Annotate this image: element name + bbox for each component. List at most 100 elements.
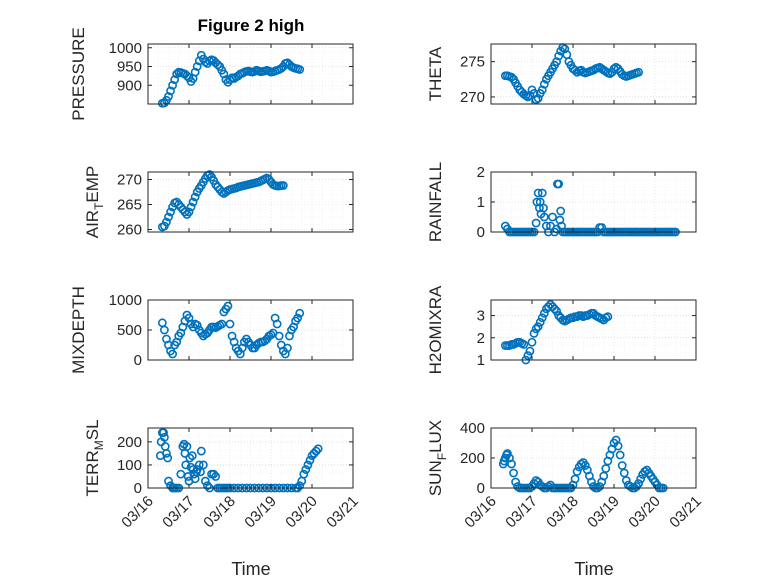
data-point: [525, 346, 535, 356]
data-point: [200, 476, 210, 486]
data-point: [634, 479, 643, 488]
y-tick-label: 270: [460, 89, 485, 106]
data-point: [160, 442, 170, 451]
y-tick-label: 950: [117, 59, 142, 76]
y-tick-label: 1000: [109, 40, 142, 57]
data-point: [162, 448, 171, 458]
data-point: [589, 482, 598, 491]
y-tick-label: 260: [117, 222, 142, 239]
axes-frame: [490, 299, 697, 361]
x-axis-label-left: Time: [231, 559, 270, 579]
data-point: [552, 57, 561, 67]
data-point: [162, 217, 171, 227]
data-point: [533, 188, 543, 198]
axes-frame: [147, 427, 354, 489]
data-point: [537, 313, 547, 323]
y-tick-label: 400: [460, 420, 485, 437]
y-tick-label: 1000: [109, 292, 142, 309]
subplot-7: 0 100 200 03/16 03/17 03/18 03/19 03/20 03/21 TER…: [83, 419, 362, 531]
data-point: [640, 467, 650, 476]
y-tick-label: 270: [117, 172, 142, 189]
data-point: [164, 92, 173, 101]
data-point: [225, 319, 235, 329]
y-axis-label: RAINFALL: [426, 162, 445, 242]
data-point: [636, 474, 646, 484]
data-point: [266, 330, 276, 340]
y-tick-label: 2: [477, 330, 485, 347]
data-point: [185, 453, 195, 463]
x-tick-label: 03/17: [159, 493, 198, 532]
y-tick-label: 1: [477, 194, 485, 211]
data-point: [223, 301, 233, 311]
data-point: [554, 179, 564, 189]
data-point: [295, 65, 305, 74]
subplot-5: 0 500 1000 MIXDEPTH: [69, 286, 354, 374]
data-point: [211, 472, 221, 481]
data-point: [163, 453, 173, 463]
data-point: [527, 337, 537, 347]
x-tick-label: 03/19: [241, 493, 280, 532]
data-point: [272, 319, 282, 329]
data-point: [548, 212, 557, 222]
x-tick-label: 03/20: [282, 493, 321, 532]
data-point: [634, 67, 643, 77]
data-point: [529, 328, 539, 338]
data-point: [556, 206, 566, 216]
data-point: [313, 444, 323, 454]
data-point: [209, 469, 218, 479]
y-axis-label: PRESSURE: [69, 27, 88, 121]
y-tick-label: 2: [477, 164, 485, 181]
axes-frame: [490, 43, 697, 105]
data-point: [539, 212, 549, 222]
subplot-2: 270 275 THETA: [426, 43, 697, 106]
data-point: [305, 455, 315, 465]
data-point: [187, 451, 197, 461]
data-point: [507, 459, 516, 469]
data-point: [192, 320, 202, 330]
data-point: [560, 44, 570, 54]
x-tick-label: 03/20: [625, 493, 664, 532]
data-point: [168, 80, 177, 90]
data-point: [176, 469, 186, 479]
data-point: [295, 308, 305, 318]
x-tick-label: 03/17: [502, 493, 541, 532]
data-point: [190, 192, 200, 202]
y-axis-label: SUNFLUX: [426, 420, 449, 496]
y-tick-label: 500: [117, 322, 142, 339]
data-point: [550, 304, 559, 314]
data-point: [531, 324, 541, 334]
data-point: [172, 69, 182, 79]
data-point: [170, 75, 180, 85]
data-point: [217, 319, 227, 329]
data-point: [219, 69, 229, 79]
data-point: [299, 469, 309, 479]
data-point: [203, 481, 212, 491]
data-point: [184, 207, 194, 217]
data-point: [537, 482, 547, 491]
data-point: [580, 461, 590, 470]
x-tick-label: 03/18: [200, 493, 239, 532]
data-point: [552, 306, 561, 316]
data-point: [168, 349, 177, 359]
y-tick-label: 1: [477, 352, 485, 369]
data-point: [182, 442, 192, 451]
subplot-6: 1 2 3 H2OMIXRA: [426, 285, 697, 374]
data-point: [523, 351, 533, 360]
y-tick-label: 3: [477, 308, 485, 325]
data-point: [181, 460, 191, 470]
data-point: [159, 428, 168, 438]
subplot-8: 0 200 400 03/16 03/17 03/18 03/19 03/20 03/21 SUN…: [426, 420, 705, 532]
x-tick-label: 03/18: [543, 493, 582, 532]
data-point: [534, 203, 544, 213]
data-point: [621, 476, 631, 485]
data-point: [533, 93, 543, 103]
data-point: [274, 331, 284, 341]
y-tick-label: 200: [117, 434, 142, 451]
data-point: [539, 203, 548, 213]
data-point: [555, 215, 565, 225]
data-point: [194, 56, 204, 66]
x-tick-label: 03/16: [118, 493, 157, 532]
axes-frame: [147, 171, 354, 233]
data-point: [572, 467, 582, 476]
